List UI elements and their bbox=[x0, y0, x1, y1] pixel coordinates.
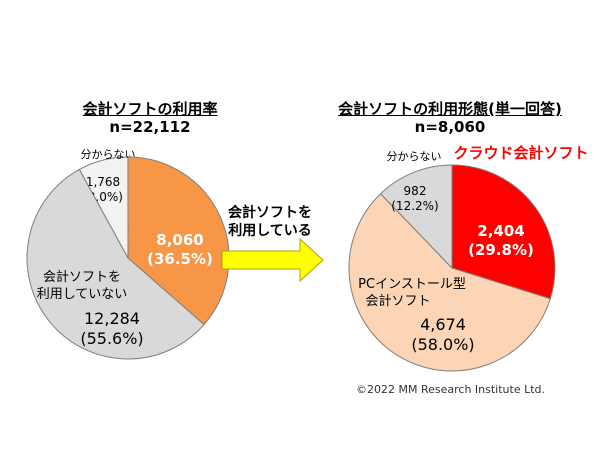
pie-left-slice-2-value: 12,284 bbox=[84, 309, 140, 328]
left-chart-title-text: 会計ソフトの利用率 bbox=[82, 100, 218, 118]
pie-right-slice-2-label-0: 分からない bbox=[387, 150, 442, 163]
pie-left-slice-2-percent: (55.6%) bbox=[80, 329, 143, 348]
pie-left-slice-0-value: 1,768 bbox=[86, 175, 120, 189]
pie-left-slice-2 bbox=[26, 168, 205, 360]
pie-left-slice-0-label-0: 分からない bbox=[81, 148, 136, 161]
left-pie-chart: 分からない1,768(8.0%)8,060(36.5%)会計ソフトを利用していな… bbox=[26, 148, 230, 360]
pie-right-slice-2-percent: (12.2%) bbox=[391, 199, 438, 213]
copyright-text: ©2022 MM Research Institute Ltd. bbox=[356, 383, 546, 396]
left-chart-sample-size: n=22,112 bbox=[109, 118, 191, 136]
arrow-label-line-2: 利用している bbox=[228, 222, 312, 239]
right-chart-title-text: 会計ソフトの利用形態(単一回答) bbox=[338, 100, 562, 118]
pie-right-slice-0 bbox=[451, 164, 556, 300]
pie-right-slice-0-value: 2,404 bbox=[477, 222, 524, 240]
pie-left-slice-1-value: 8,060 bbox=[156, 231, 203, 249]
pie-right-slice-1-label-1: 会計ソフト bbox=[365, 293, 430, 309]
pie-right-slice-1-label-0: PCインストール型 bbox=[358, 277, 466, 292]
flow-arrow: 会計ソフトを 利用している bbox=[221, 204, 324, 283]
pie-left-slice-2-label-1: 利用していない bbox=[37, 287, 128, 302]
pie-left-slice-1 bbox=[127, 156, 230, 326]
left-chart-title: 会計ソフトの利用率 n=22,112 bbox=[25, 100, 275, 136]
pie-left-slice-2-label-0: 会計ソフトを bbox=[43, 269, 121, 285]
right-chart-title: 会計ソフトの利用形態(単一回答) n=8,060 bbox=[320, 100, 580, 136]
pie-right-slice-1 bbox=[348, 193, 551, 372]
pie-right-slice-2-value: 982 bbox=[404, 184, 427, 198]
pie-right-slice-1-value: 4,674 bbox=[420, 315, 466, 334]
pie-right-slice-0-percent: (29.8%) bbox=[468, 241, 534, 259]
pie-left-slice-1-percent: (36.5%) bbox=[147, 250, 213, 268]
pie-right-slice-2 bbox=[379, 164, 453, 270]
pie-right-slice-0-label-0: クラウド会計ソフト bbox=[453, 144, 588, 162]
arrow-shape bbox=[221, 237, 324, 283]
pie-right-slice-1-percent: (58.0%) bbox=[411, 335, 474, 354]
right-chart-sample-size: n=8,060 bbox=[414, 118, 486, 136]
arrow-label-line-1: 会計ソフトを bbox=[228, 204, 312, 221]
